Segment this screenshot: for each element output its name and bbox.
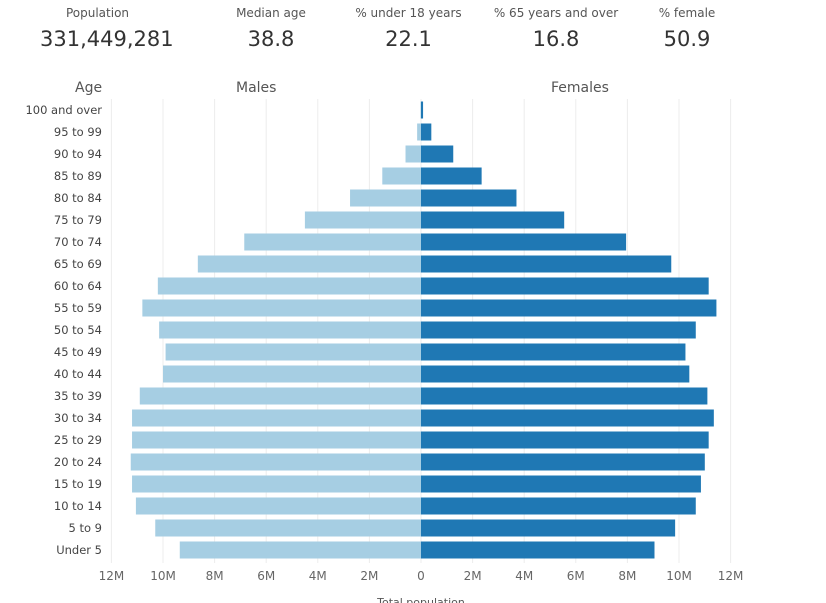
male-bar	[157, 277, 421, 295]
stat-label: Population	[65, 6, 130, 20]
age-label: 10 to 14	[54, 499, 102, 513]
age-header: Age	[75, 80, 103, 96]
male-bar	[417, 123, 421, 141]
male-bar	[139, 387, 421, 405]
x-tick-label: 8M	[618, 569, 636, 583]
summary-stats: Population 331,449,281 Median age 38.8 %…	[0, 0, 826, 60]
x-tick-label: 6M	[257, 569, 275, 583]
male-bar	[244, 233, 421, 251]
male-bar	[420, 101, 421, 119]
female-bar	[421, 211, 565, 229]
female-bar	[421, 365, 690, 383]
male-bar	[132, 431, 422, 449]
x-tick-label: 4M	[309, 569, 327, 583]
x-tick-label: 8M	[206, 569, 224, 583]
stat-label: % female	[658, 6, 716, 20]
male-bar	[163, 365, 421, 383]
female-bar	[421, 541, 655, 559]
stat-label: % under 18 years	[355, 6, 462, 20]
male-bar	[132, 475, 422, 493]
female-bar	[421, 167, 482, 185]
age-label: 15 to 19	[54, 477, 102, 491]
male-bar	[382, 167, 421, 185]
stat-label: Median age	[236, 6, 306, 20]
x-tick-label: 2M	[464, 569, 482, 583]
age-label: 25 to 29	[54, 433, 102, 447]
stat-population: Population 331,449,281	[40, 5, 174, 53]
male-bar	[179, 541, 421, 559]
male-bar	[130, 453, 421, 471]
age-label: 30 to 34	[54, 411, 102, 425]
stat-65-over: % 65 years and over 16.8	[486, 5, 626, 53]
age-label: 70 to 74	[54, 235, 102, 249]
female-bar	[421, 497, 696, 515]
female-bar	[421, 101, 424, 119]
age-label: 5 to 9	[69, 521, 103, 535]
age-label: 40 to 44	[54, 367, 102, 381]
female-bar	[421, 145, 454, 163]
females-header: Females	[551, 80, 609, 96]
x-axis-title: Total population	[376, 596, 465, 603]
stat-female: % female 50.9	[642, 5, 732, 53]
stat-under-18: % under 18 years 22.1	[346, 5, 471, 53]
female-bar	[421, 387, 708, 405]
male-bar	[304, 211, 421, 229]
males-header: Males	[236, 80, 277, 96]
female-bar	[421, 321, 696, 339]
x-tick-label: 0	[417, 569, 425, 583]
male-bar	[132, 409, 422, 427]
male-bar	[165, 343, 421, 361]
female-bar	[421, 189, 517, 207]
male-bar	[350, 189, 421, 207]
male-bar	[135, 497, 421, 515]
age-label: 95 to 99	[54, 125, 102, 139]
female-bar	[421, 453, 705, 471]
x-tick-label: 2M	[360, 569, 378, 583]
female-bar	[421, 343, 686, 361]
male-bar	[197, 255, 421, 273]
stat-median-age: Median age 38.8	[216, 5, 326, 53]
stat-value: 16.8	[532, 27, 580, 51]
female-bar	[421, 519, 676, 537]
x-tick-label: 10M	[666, 569, 692, 583]
age-label: 45 to 49	[54, 345, 102, 359]
stat-value: 22.1	[385, 27, 432, 51]
age-label: 85 to 89	[54, 169, 102, 183]
stat-label: % 65 years and over	[493, 6, 619, 20]
female-bar	[421, 409, 714, 427]
age-label: 50 to 54	[54, 323, 102, 337]
female-bar	[421, 299, 717, 317]
female-bar	[421, 233, 627, 251]
stat-value: 331,449,281	[40, 27, 174, 51]
age-label: 55 to 59	[54, 301, 102, 315]
female-bar	[421, 255, 672, 273]
x-tick-label: 10M	[150, 569, 176, 583]
male-bar	[155, 519, 421, 537]
female-bar	[421, 277, 709, 295]
x-tick-label: 12M	[99, 569, 125, 583]
age-label: Under 5	[56, 543, 102, 557]
age-label: 90 to 94	[54, 147, 102, 161]
age-label: 60 to 64	[54, 279, 102, 293]
male-bar	[405, 145, 421, 163]
female-bar	[421, 475, 701, 493]
x-tick-label: 12M	[718, 569, 744, 583]
x-tick-label: 6M	[567, 569, 585, 583]
age-label: 35 to 39	[54, 389, 102, 403]
x-tick-label: 4M	[515, 569, 533, 583]
age-label: 65 to 69	[54, 257, 102, 271]
male-bar	[159, 321, 421, 339]
female-bar	[421, 123, 432, 141]
male-bar	[142, 299, 422, 317]
age-label: 100 and over	[25, 103, 102, 117]
female-bar	[421, 431, 709, 449]
age-label: 75 to 79	[54, 213, 102, 227]
stat-value: 38.8	[247, 27, 295, 51]
age-label: 80 to 84	[54, 191, 102, 205]
stat-value: 50.9	[663, 27, 711, 51]
age-label: 20 to 24	[54, 455, 102, 469]
